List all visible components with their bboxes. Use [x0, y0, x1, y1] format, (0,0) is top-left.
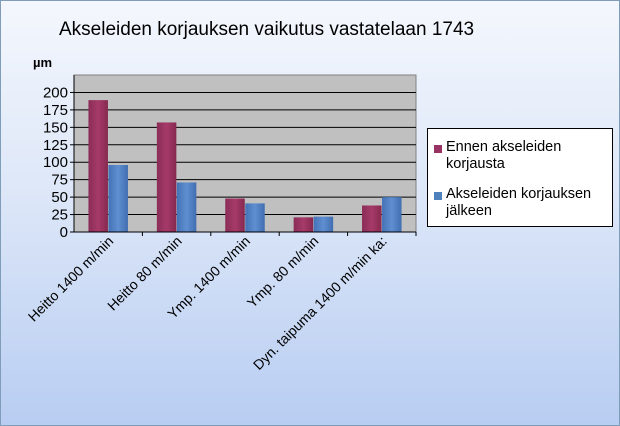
- y-tick-label: 200: [43, 84, 68, 101]
- bar-before: [362, 205, 382, 232]
- legend-item-after: Akseleiden korjauksen jälkeen: [434, 186, 616, 220]
- bar-after: [313, 216, 334, 232]
- y-tick-label: 75: [51, 172, 68, 189]
- y-tick-label: 0: [60, 224, 68, 241]
- y-tick-label: 125: [43, 137, 68, 154]
- bar-before: [156, 122, 177, 232]
- bars: [88, 100, 402, 233]
- y-axis-unit-label: µm: [33, 55, 52, 70]
- legend-swatch-after: [434, 192, 442, 200]
- y-tick-label: 50: [51, 189, 68, 206]
- plot-area: [73, 74, 417, 233]
- grid-lines: [74, 91, 416, 216]
- legend-item-before: Ennen akseleiden korjausta: [434, 139, 616, 173]
- y-tick-label: 175: [43, 102, 68, 119]
- legend: Ennen akseleiden korjausta Akseleiden ko…: [427, 128, 613, 227]
- bar-after: [245, 203, 265, 232]
- y-tick-label: 150: [43, 119, 68, 136]
- legend-label-before: Ennen akseleiden korjausta: [446, 139, 562, 172]
- bar-before: [88, 100, 108, 233]
- chart-title: Akseleiden korjauksen vaikutus vastatela…: [59, 19, 475, 40]
- bar-after: [108, 165, 128, 232]
- y-tick-label: 100: [43, 154, 68, 171]
- bar-after: [176, 182, 197, 232]
- bar-before: [225, 198, 245, 232]
- legend-swatch-before: [434, 145, 442, 153]
- legend-label-after: Akseleiden korjauksen jälkeen: [446, 186, 592, 219]
- x-category-label: Ymp. 80 m/min: [244, 233, 322, 311]
- bar-after: [382, 197, 402, 232]
- bar-before: [293, 217, 314, 232]
- y-tick-label: 25: [51, 207, 68, 224]
- x-category-label: Dyn. taipuma 1400 m/min ka:: [250, 233, 390, 373]
- x-category-label: Heitto 1400 m/min: [25, 233, 117, 325]
